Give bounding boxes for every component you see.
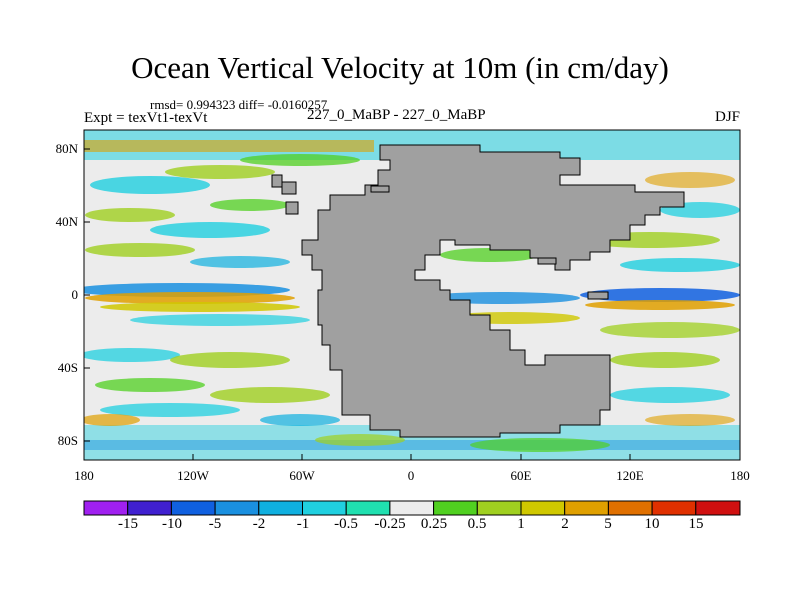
colorbar-swatch	[564, 500, 609, 516]
colorbar-swatch	[170, 500, 216, 516]
colorbar-swatch	[345, 500, 391, 516]
velocity-band	[84, 440, 740, 450]
velocity-patch	[620, 258, 740, 272]
colorbar-swatch	[258, 500, 303, 516]
velocity-patch	[84, 414, 140, 426]
colorbar-label: -10	[162, 516, 182, 532]
colorbar-swatch	[302, 500, 347, 516]
velocity-patch	[165, 165, 275, 179]
y-tick-label: 40S	[57, 360, 78, 375]
case-label: 227_0_MaBP - 227_0_MaBP	[307, 107, 486, 123]
velocity-patch	[315, 434, 405, 446]
x-tick-label: 120E	[616, 468, 644, 483]
season-label: DJF	[714, 109, 740, 125]
velocity-patch	[610, 387, 730, 403]
x-tick-label: 180	[730, 468, 750, 483]
colorbar-label: 0.25	[420, 516, 448, 532]
velocity-patch	[600, 322, 740, 338]
velocity-patch	[90, 176, 210, 194]
velocity-patch	[85, 292, 295, 304]
plot-title: Ocean Vertical Velocity at 10m (in cm/da…	[131, 50, 669, 85]
x-tick-label: 60W	[289, 468, 315, 483]
y-tick-label: 80N	[55, 141, 78, 156]
colorbar-swatch	[214, 500, 260, 516]
velocity-patch	[580, 288, 740, 302]
colorbar-label: 1	[517, 516, 525, 532]
x-tick-label: 0	[407, 468, 415, 483]
velocity-patch	[470, 438, 610, 452]
island	[537, 257, 557, 265]
experiment-label: Expt = texVt1-texVt	[84, 110, 208, 126]
y-tick-label: 80S	[57, 433, 78, 448]
colorbar-swatch	[389, 500, 435, 516]
y-tick-label: 40N	[55, 214, 78, 229]
colorbar-label: 5	[604, 516, 612, 532]
velocity-patch	[85, 208, 175, 222]
colorbar	[83, 500, 741, 516]
velocity-patch	[85, 243, 195, 257]
colorbar-label: -5	[208, 516, 222, 532]
colorbar-label: 10	[644, 516, 660, 532]
continents	[271, 144, 685, 438]
main-continent	[301, 144, 685, 438]
velocity-patch	[100, 302, 300, 312]
x-tick-label: 60E	[510, 468, 532, 483]
island	[285, 201, 299, 215]
y-tick-label: 0	[71, 287, 79, 302]
colorbar-label: -0.5	[334, 516, 358, 532]
velocity-patch	[150, 222, 270, 238]
colorbar-swatch	[476, 500, 522, 516]
velocity-patch	[210, 199, 290, 211]
x-tick-label: 180	[74, 468, 94, 483]
velocity-patch	[130, 314, 310, 326]
velocity-patch	[170, 352, 290, 368]
velocity-patch	[95, 378, 205, 392]
colorbar-swatch	[695, 500, 741, 516]
colorbar-label: -15	[118, 516, 138, 532]
velocity-patch	[84, 348, 180, 362]
velocity-band	[84, 140, 374, 152]
colorbar-swatch	[520, 500, 566, 516]
colorbar-label: -2	[252, 516, 266, 532]
island	[281, 181, 297, 195]
colorbar-label: -1	[296, 516, 310, 532]
colorbar-swatch	[83, 500, 129, 516]
velocity-patch	[585, 300, 735, 310]
colorbar-label: 15	[688, 516, 704, 532]
island	[271, 174, 283, 188]
velocity-patch	[210, 387, 330, 403]
colorbar-swatch	[607, 500, 653, 516]
velocity-patch	[645, 172, 735, 188]
colorbar-label: 0.5	[467, 516, 487, 532]
velocity-patch	[240, 154, 360, 166]
colorbar-label: -0.25	[374, 516, 406, 532]
velocity-patch	[645, 414, 735, 426]
velocity-patch	[190, 256, 290, 268]
colorbar-swatch	[127, 500, 172, 516]
colorbar-label: 2	[561, 516, 569, 532]
velocity-patch	[440, 248, 540, 262]
velocity-patch	[100, 403, 240, 417]
axis-ticks	[83, 148, 741, 460]
velocity-patch	[260, 414, 340, 426]
x-tick-label: 120W	[177, 468, 209, 483]
colorbar-swatch	[433, 500, 478, 516]
stats-text: rmsd= 0.994323 diff= -0.0160257	[150, 97, 328, 112]
island	[370, 185, 390, 193]
colorbar-swatch	[651, 500, 697, 516]
island	[587, 291, 609, 300]
velocity-patch	[610, 352, 720, 368]
